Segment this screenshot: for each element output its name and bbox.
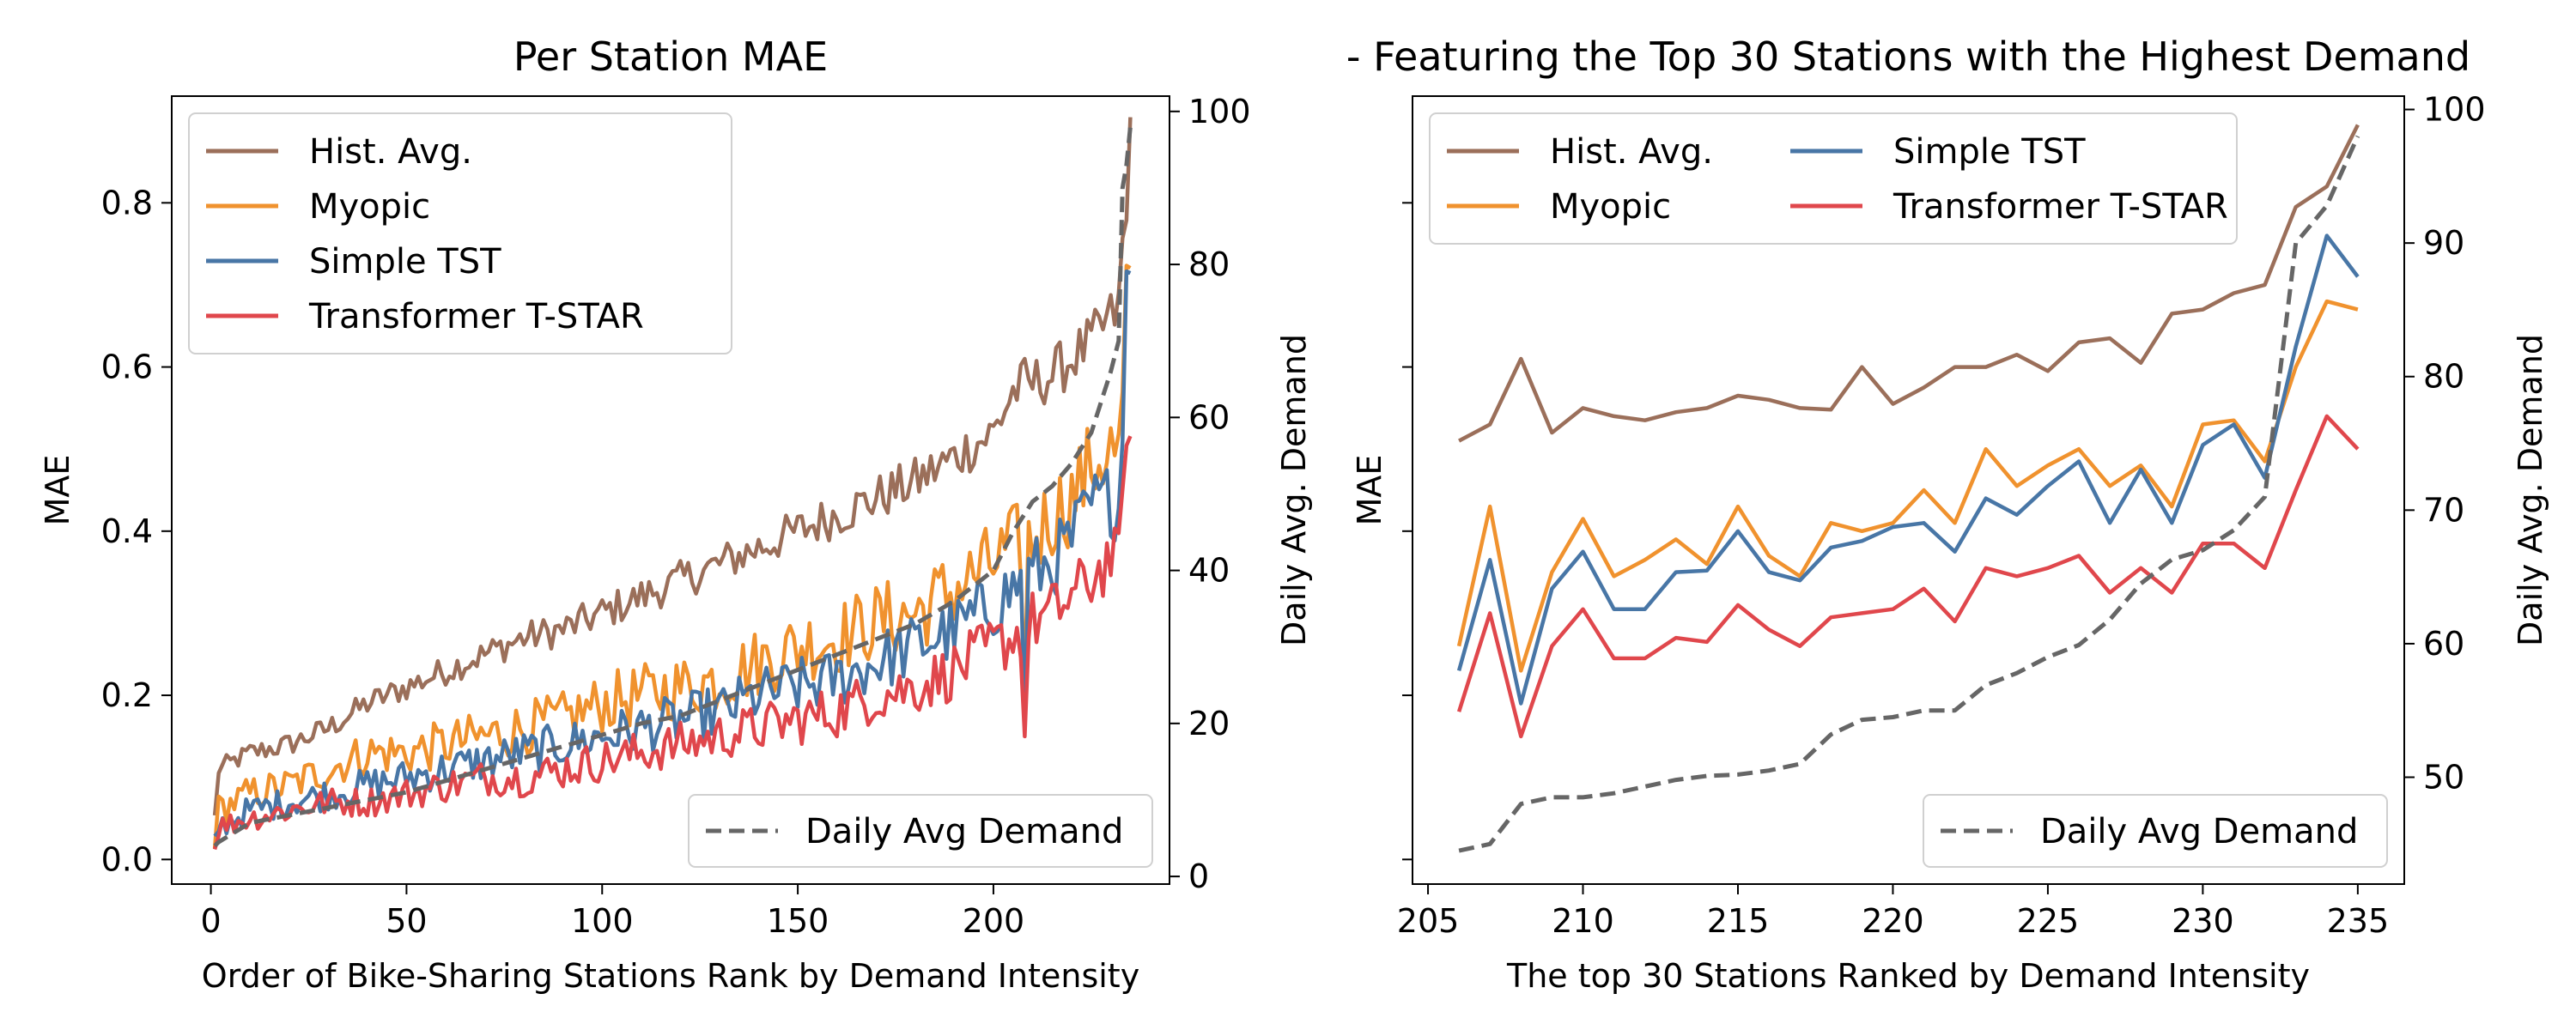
series-line-transformer-t-star [1456, 414, 2360, 739]
y-right-tick-label: 50 [2423, 759, 2464, 797]
x-tick-label: 0 [200, 902, 221, 940]
plot-frame [171, 95, 1170, 885]
legend-label-simple-tst: Simple TST [1893, 132, 2086, 172]
series-line-myopic [1456, 299, 2359, 673]
x-tick-label: 100 [571, 902, 634, 940]
y-right-tick-label: 80 [2423, 358, 2464, 396]
x-tick-label: 230 [2172, 902, 2234, 940]
y-right-tick-label: 20 [1188, 705, 1230, 742]
x-tick-label: 150 [767, 902, 829, 940]
y-tick-label: 0.2 [101, 676, 153, 714]
y-right-axis-label: Daily Avg. Demand [1275, 334, 1313, 646]
y-right-tick-label: 90 [2423, 224, 2464, 262]
plot-frame [1412, 95, 2405, 885]
y-right-tick-label: 70 [2423, 491, 2464, 529]
y-right-tick-label: 80 [1188, 245, 1230, 283]
right-chart-panel: 205 210 215 220 225 230 235 50 60 70 80 90 100 - Feat… [1346, 33, 2549, 995]
legend-box [1429, 112, 2238, 245]
legend-label-hist-avg: Hist. Avg. [1550, 132, 1713, 172]
legend-label-transformer-t-star: Transformer T-STAR [1893, 187, 2228, 227]
y-right-tick-label: 100 [1188, 93, 1251, 130]
series-line-hist-avg [212, 117, 1133, 816]
legend-label-daily-avg-demand: Daily Avg Demand [2040, 812, 2358, 851]
x-tick-label: 220 [1862, 902, 1924, 940]
x-tick-label: 200 [963, 902, 1025, 940]
y-right-tick-label: 60 [1188, 398, 1230, 436]
x-axis-label: Order of Bike-Sharing Stations Rank by D… [202, 957, 1139, 995]
y-right-tick-label: 40 [1188, 552, 1230, 590]
series-line-hist-avg [1458, 124, 2360, 443]
legend-label-transformer-t-star: Transformer T-STAR [308, 297, 644, 336]
y-tick-label: 0.0 [101, 840, 153, 878]
series-line-simple-tst [1456, 233, 2360, 706]
y-tick-label: 0.8 [101, 184, 153, 221]
series-line-daily-avg-demand [213, 126, 1133, 848]
x-tick-label: 225 [2017, 902, 2080, 940]
chart-title: Per Station MAE [513, 33, 828, 80]
legend-label-myopic: Myopic [1550, 187, 1671, 227]
y-axis-label: MAE [39, 455, 76, 526]
y-axis-label: MAE [1351, 455, 1388, 526]
series-line-transformer-t-star [212, 435, 1133, 851]
series-line-daily-avg-demand [1458, 135, 2360, 853]
legend-box [188, 112, 732, 354]
y-tick-label: 0.6 [101, 348, 153, 386]
y-right-tick-label: 100 [2423, 91, 2486, 129]
y-right-tick-label: 60 [2423, 625, 2464, 663]
x-tick-label: 215 [1707, 902, 1770, 940]
x-tick-label: 235 [2327, 902, 2390, 940]
y-right-tick-label: 0 [1188, 857, 1209, 895]
legend-label-hist-avg: Hist. Avg. [309, 132, 472, 172]
y-tick-label: 0.4 [101, 512, 153, 550]
left-chart-panel: 0 50 100 150 200 0.0 0.2 0.4 0.6 0.8 0 20 40 60 80 100 P… [39, 33, 1313, 995]
legend-label-daily-avg-demand: Daily Avg Demand [805, 812, 1123, 851]
x-axis-label: The top 30 Stations Ranked by Demand Int… [1506, 957, 2310, 995]
legend-label-myopic: Myopic [309, 187, 430, 227]
legend-box-demand [1923, 794, 2388, 868]
legend-box-demand [688, 794, 1153, 868]
legend-label-simple-tst: Simple TST [309, 242, 501, 282]
y-right-axis-label: Daily Avg. Demand [2512, 334, 2549, 646]
x-tick-label: 50 [386, 902, 427, 940]
x-tick-label: 210 [1552, 902, 1614, 940]
x-tick-label: 205 [1397, 902, 1460, 940]
chart-title: - Featuring the Top 30 Stations with the… [1346, 33, 2470, 80]
